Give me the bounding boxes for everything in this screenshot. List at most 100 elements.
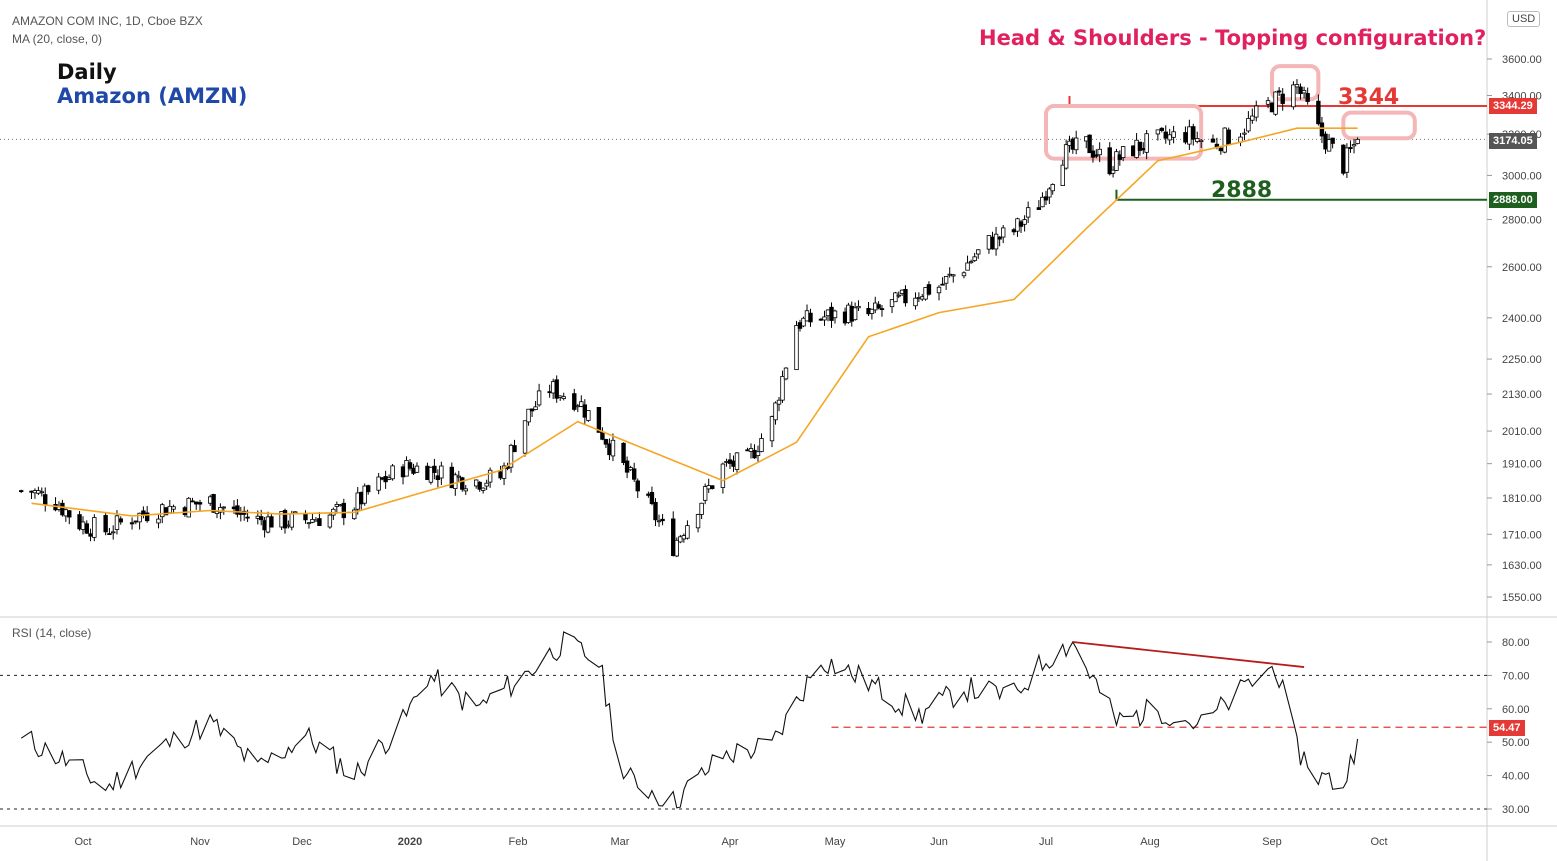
candle-body <box>1351 144 1357 147</box>
candle-body <box>628 467 633 471</box>
candle <box>621 442 626 466</box>
symbol-line[interactable]: AMAZON COM INC, 1D, Cboe BZX <box>12 14 203 28</box>
currency-button[interactable]: USD <box>1507 11 1541 27</box>
candle <box>1348 140 1353 153</box>
candle-body <box>818 318 824 321</box>
candle-body <box>1167 134 1172 141</box>
candle-body <box>869 308 875 314</box>
candle-body <box>1319 122 1325 137</box>
rsi-divergence-trendline <box>1072 641 1305 668</box>
candle <box>526 408 531 426</box>
candle-body <box>218 507 223 513</box>
rsi-tick-label: 60.00 <box>1502 704 1530 716</box>
candle-body <box>1110 169 1116 174</box>
candle-body <box>558 395 563 398</box>
candle-body <box>940 283 945 286</box>
candle <box>186 497 191 518</box>
candle-body <box>1073 137 1079 151</box>
candle <box>780 370 785 403</box>
candle-body <box>1114 151 1119 171</box>
candle-body <box>480 487 486 491</box>
candle-body <box>748 448 754 452</box>
candle <box>1060 159 1065 186</box>
candle <box>235 499 240 518</box>
candle <box>501 462 507 486</box>
candle <box>60 499 65 517</box>
rsi-legend[interactable]: RSI (14, close) <box>12 626 92 640</box>
candle-body <box>769 416 775 442</box>
candle-body <box>582 404 588 418</box>
candle <box>1326 134 1332 152</box>
candle-body <box>776 399 782 405</box>
candle-body <box>876 304 881 309</box>
candle <box>1301 86 1307 99</box>
price-tick-label: 2600.00 <box>1502 262 1542 274</box>
candle-body <box>498 471 503 479</box>
candle <box>794 320 799 371</box>
candle <box>1273 91 1278 116</box>
candle-body <box>1276 90 1282 93</box>
price-tick-label: 1910.00 <box>1502 459 1542 471</box>
candle-body <box>194 501 199 505</box>
candle <box>1280 88 1285 111</box>
candle-body <box>526 408 531 423</box>
candle-body <box>1291 84 1296 108</box>
candle-body <box>852 307 858 321</box>
candle <box>18 489 24 494</box>
candle-body <box>133 520 139 523</box>
candle-body <box>797 322 803 329</box>
candle-body <box>1107 147 1112 175</box>
candle <box>484 479 489 491</box>
rsi-tick-label: 30.00 <box>1502 804 1530 816</box>
candle <box>1036 200 1042 210</box>
candle-body <box>1198 139 1204 143</box>
candle-body <box>1163 131 1168 139</box>
candle <box>1250 108 1255 124</box>
candle <box>1159 127 1165 133</box>
candle <box>463 485 468 495</box>
candle-body <box>635 480 640 492</box>
candle-body <box>699 502 704 515</box>
candle <box>631 462 637 482</box>
candle <box>306 522 312 529</box>
candle-body <box>1018 221 1024 227</box>
candle <box>596 407 602 433</box>
candle <box>943 275 949 290</box>
candle-body <box>221 506 226 509</box>
candle <box>407 458 413 471</box>
candle-body <box>550 381 556 394</box>
candle-body <box>727 459 733 464</box>
candle-body <box>477 481 482 490</box>
candle <box>773 401 778 425</box>
candle-body <box>235 505 240 515</box>
price-axis[interactable]: 1550.00 1630.00 1710.00 1810.00 1910.00 2010.… <box>1487 54 1542 604</box>
candle-body <box>773 402 778 421</box>
candle-body <box>695 514 701 529</box>
candle <box>107 527 112 535</box>
candle <box>893 291 898 303</box>
candle-body <box>1060 164 1065 186</box>
candle <box>1063 139 1069 170</box>
candle <box>869 308 875 320</box>
time-axis[interactable]: Oct Nov Dec 2020 Feb Mar Apr May Jun Jul Aug Sep Oct <box>74 836 1387 848</box>
rsi-axis[interactable]: 30.00 40.00 50.00 60.00 70.00 80.00 <box>1487 637 1530 816</box>
time-tick-label: Aug <box>1140 836 1160 848</box>
candle-body <box>303 512 308 521</box>
candle <box>783 367 789 381</box>
candle-body <box>456 475 461 478</box>
candle-body <box>731 460 736 467</box>
price-tick-label: 2130.00 <box>1502 389 1542 401</box>
candle-body <box>610 439 616 457</box>
candle-body <box>706 485 711 490</box>
candle-body <box>579 401 584 407</box>
candle-body <box>1195 138 1200 142</box>
candle <box>710 485 715 490</box>
candle <box>352 507 357 520</box>
candle-body <box>341 502 347 519</box>
ma-legend[interactable]: MA (20, close, 0) <box>12 32 103 46</box>
candle <box>832 309 838 324</box>
candle-body <box>710 485 715 489</box>
candle <box>197 499 203 512</box>
candle-body <box>889 299 895 308</box>
time-tick-label: Feb <box>509 836 528 848</box>
